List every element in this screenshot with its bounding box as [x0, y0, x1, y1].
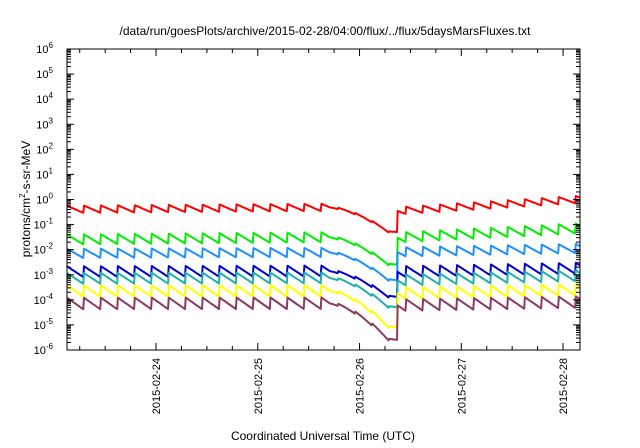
series-line — [66, 283, 581, 329]
y-tick-exp: -2 — [46, 242, 54, 251]
y-tick-label: 102 — [36, 141, 53, 156]
y-tick-base: 10 — [36, 119, 48, 131]
y-tick-base: 10 — [34, 320, 46, 332]
y-tick-base: 10 — [36, 144, 48, 156]
x-tick-label: 2015-02-28 — [558, 358, 570, 414]
x-axis-ticks: 2015-02-24 2015-02-25 2015-02-26 2015-02-27… — [79, 49, 570, 414]
y-tick-label: 105 — [36, 66, 53, 81]
plot-frame — [66, 48, 581, 351]
y-tick-base: 10 — [34, 270, 46, 282]
y-tick-exp: 3 — [49, 116, 54, 125]
series-line — [66, 269, 581, 309]
y-tick-base: 10 — [34, 245, 46, 257]
y-axis-label-post: -s-sr-MeV — [19, 141, 33, 194]
y-tick-exp: -6 — [46, 342, 54, 351]
y-tick-base: 10 — [36, 94, 48, 106]
y-tick-base: 10 — [36, 44, 48, 56]
y-tick-label: 106 — [36, 41, 53, 56]
series-line — [66, 261, 581, 299]
series-layer — [66, 195, 581, 342]
x-tick-label: 2015-02-27 — [456, 358, 468, 414]
y-tick-label: 10-5 — [34, 317, 54, 332]
y-tick-base: 10 — [36, 69, 48, 81]
y-axis-ticks: 10-610-510-410-310-210-11001011021031041… — [34, 41, 580, 357]
y-tick-label: 10-3 — [34, 267, 54, 282]
x-tick-label: 2015-02-26 — [355, 358, 367, 414]
series-line — [66, 195, 581, 234]
y-tick-label: 104 — [36, 91, 53, 106]
y-tick-exp: -3 — [46, 267, 54, 276]
y-tick-base: 10 — [36, 169, 48, 181]
y-tick-exp: 2 — [49, 141, 54, 150]
y-tick-base: 10 — [36, 195, 48, 207]
y-tick-base: 10 — [34, 295, 46, 307]
series-line — [66, 295, 581, 342]
series-line — [66, 242, 581, 282]
y-tick-label: 101 — [36, 166, 53, 181]
y-axis-label: protons/cm2-s-sr-MeV — [18, 141, 33, 257]
y-axis-label-sup: 2 — [18, 193, 27, 198]
y-tick-base: 10 — [34, 220, 46, 232]
y-axis-label-pre: protons/cm — [19, 198, 33, 257]
chart-title: /data/run/goesPlots/archive/2015-02-28/0… — [120, 24, 532, 38]
y-tick-label: 10-2 — [34, 242, 54, 257]
y-tick-exp: 0 — [49, 192, 54, 201]
y-tick-label: 10-4 — [34, 292, 54, 307]
y-tick-exp: 6 — [49, 41, 54, 50]
x-tick-label: 2015-02-25 — [253, 358, 265, 414]
y-tick-label: 10-6 — [34, 342, 54, 357]
x-tick-label: 2015-02-24 — [151, 358, 163, 414]
y-tick-exp: 4 — [49, 91, 54, 100]
x-axis-label: Coordinated Universal Time (UTC) — [231, 429, 415, 443]
y-tick-label: 103 — [36, 116, 53, 131]
y-tick-exp: 5 — [49, 66, 54, 75]
y-tick-exp: 1 — [49, 166, 54, 175]
series-line — [66, 222, 581, 267]
y-tick-exp: -1 — [46, 217, 54, 226]
y-tick-exp: -4 — [46, 292, 54, 301]
y-tick-label: 100 — [36, 192, 53, 207]
y-tick-base: 10 — [34, 345, 46, 357]
y-tick-exp: -5 — [46, 317, 54, 326]
y-tick-label: 10-1 — [34, 217, 54, 232]
